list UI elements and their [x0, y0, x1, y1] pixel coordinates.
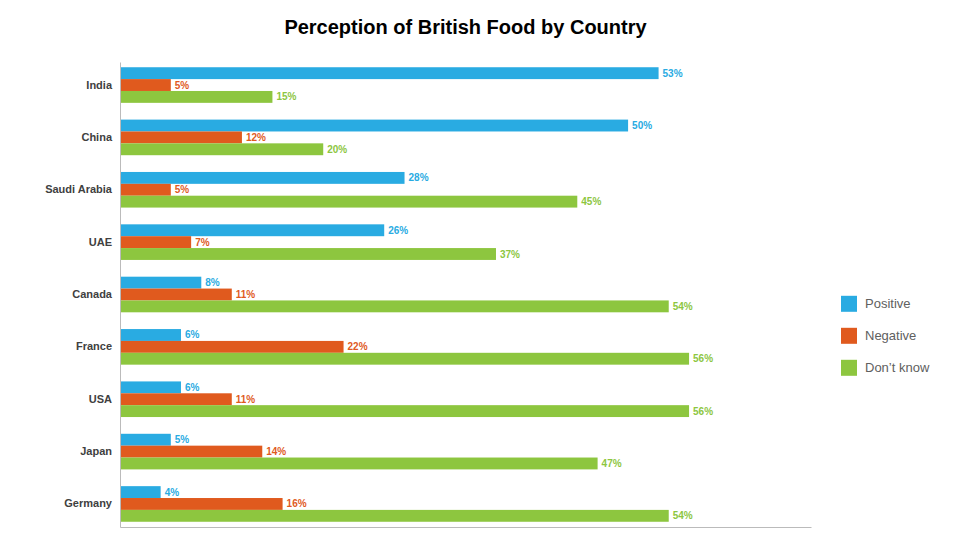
title: Perception of British Food by Country — [284, 16, 647, 38]
y-tick: Germany — [64, 497, 120, 509]
y-tick-label: France — [76, 340, 112, 352]
y-axis-line — [120, 63, 121, 528]
series — [120, 79, 344, 510]
bar — [120, 510, 669, 522]
data-label: 37% — [500, 249, 520, 260]
data-label: 4% — [165, 487, 180, 498]
bar — [120, 486, 161, 498]
legend-label: Negative — [865, 328, 916, 343]
chart-svg: Perception of British Food by Country 53%… — [0, 0, 976, 549]
bar — [120, 91, 272, 103]
y-tick: France — [76, 340, 120, 352]
x-axis — [121, 527, 812, 528]
legend-item: Negative — [841, 328, 916, 344]
bar — [120, 381, 181, 393]
y-axis: India China Saudi Arabia UAE Canada France USA… — [45, 63, 120, 528]
y-tick: Canada — [72, 288, 120, 300]
series — [120, 91, 689, 522]
data-label: 54% — [673, 510, 693, 521]
y-tick: USA — [89, 393, 120, 405]
bar — [120, 172, 405, 184]
y-tick-label: India — [86, 79, 113, 91]
bar — [120, 248, 496, 260]
plot: 53% 50% 28% 26% 8% 6% 6% 5% 4% 5% 12% 5% 7% 11% 22% 11%… — [45, 63, 811, 528]
data-label: 50% — [632, 120, 652, 131]
data-label: 11% — [236, 394, 256, 405]
bars — [120, 67, 689, 522]
bar — [120, 329, 181, 341]
bar — [120, 405, 689, 417]
y-tick-label: UAE — [89, 236, 112, 248]
legend-swatch — [841, 328, 857, 344]
bar — [120, 289, 232, 301]
y-tick: Japan — [80, 445, 120, 457]
bar — [120, 196, 577, 208]
bar — [120, 498, 283, 510]
legend-swatch — [841, 360, 857, 376]
bar — [120, 131, 242, 143]
legend-item: Positive — [841, 296, 911, 312]
bar — [120, 458, 598, 470]
data-label: 12% — [246, 132, 266, 143]
data-label: 56% — [693, 353, 713, 364]
bar — [120, 143, 323, 155]
bar — [120, 184, 171, 196]
data-label: 22% — [348, 341, 368, 352]
bar — [120, 434, 171, 446]
y-tick-label: China — [81, 131, 112, 143]
data-label: 8% — [205, 277, 220, 288]
bar — [120, 341, 344, 353]
data-label: 5% — [175, 80, 190, 91]
bar — [120, 393, 232, 405]
y-tick-label: USA — [89, 393, 112, 405]
y-tick-label: Germany — [64, 497, 113, 509]
series — [120, 67, 659, 498]
data-label: 45% — [581, 196, 601, 207]
bar — [120, 67, 659, 79]
bar — [120, 300, 669, 312]
data-labels: 53% 50% 28% 26% 8% 6% 6% 5% 4% 5% 12% 5% 7% 11% 22% 11%… — [165, 68, 714, 522]
legend: Positive Negative Don’t know — [841, 296, 930, 376]
data-label: 54% — [673, 301, 693, 312]
legend-item: Don’t know — [841, 360, 930, 376]
data-label: 5% — [175, 184, 190, 195]
data-label: 28% — [409, 172, 429, 183]
data-label: 53% — [663, 68, 683, 79]
y-tick: UAE — [89, 236, 120, 248]
data-label: 56% — [693, 406, 713, 417]
y-tick: India — [86, 79, 120, 91]
y-tick: Saudi Arabia — [45, 183, 120, 195]
data-label: 47% — [602, 458, 622, 469]
bar — [120, 79, 171, 91]
legend-label: Don’t know — [865, 360, 930, 375]
legend-label: Positive — [865, 296, 911, 311]
data-label: 6% — [185, 329, 200, 340]
data-label: 15% — [276, 91, 296, 102]
bar — [120, 277, 201, 289]
data-label: 20% — [327, 144, 347, 155]
bar — [120, 224, 384, 236]
y-tick-label: Japan — [80, 445, 112, 457]
bar — [120, 120, 628, 132]
legend-swatch — [841, 296, 857, 312]
y-tick-label: Canada — [72, 288, 113, 300]
y-tick: China — [81, 131, 120, 143]
data-label: 11% — [236, 289, 256, 300]
data-label: 7% — [195, 237, 210, 248]
bar — [120, 446, 262, 458]
data-label: 14% — [266, 446, 286, 457]
bar — [120, 236, 191, 248]
y-tick-label: Saudi Arabia — [45, 183, 113, 195]
x-axis-line — [121, 527, 812, 528]
data-label: 16% — [287, 498, 307, 509]
data-label: 6% — [185, 382, 200, 393]
data-label: 26% — [388, 225, 408, 236]
chart-container: Perception of British Food by Country 53%… — [0, 0, 976, 549]
bar — [120, 353, 689, 365]
data-label: 5% — [175, 434, 190, 445]
